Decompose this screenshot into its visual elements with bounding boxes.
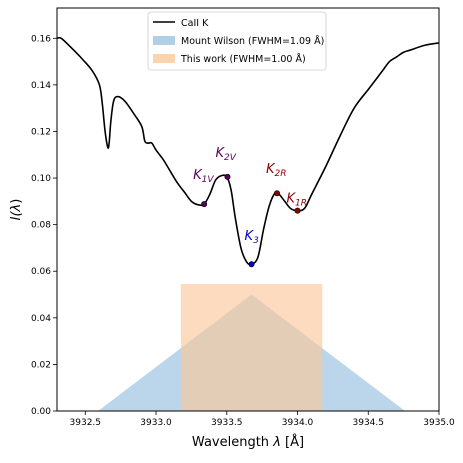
marker-k-3 (248, 261, 255, 268)
x-tick-label: 3935.0 (423, 418, 455, 428)
x-tick-label: 3934.5 (353, 418, 385, 428)
plot-frame (56, 7, 440, 412)
y-tick-label: 0.04 (31, 314, 51, 324)
legend: CaII K Mount Wilson (FWHM=1.09 Å) This w… (147, 11, 327, 71)
y-tick-label: 0.08 (31, 221, 51, 231)
marker-k-2v (224, 173, 231, 180)
filter-fills (98, 284, 406, 411)
y-tick-label: 0.14 (31, 81, 51, 91)
x-tick-label: 3933.0 (140, 418, 172, 428)
label-k-3: K3 (245, 229, 260, 246)
y-tick-label: 0.12 (31, 127, 51, 137)
label-k-2v: K2V (215, 146, 236, 163)
x-tick-label: 3934.0 (282, 418, 314, 428)
x-tick-label: 3933.5 (211, 418, 243, 428)
x-axis-label: Wavelength λ [Å] (192, 434, 304, 450)
point-markers (201, 173, 301, 268)
legend-swatch-this-work (153, 54, 175, 63)
label-k-1v: K1V (193, 168, 214, 185)
legend-label-mount-wilson: Mount Wilson (FWHM=1.09 Å) (181, 35, 324, 47)
marker-k-1v (201, 201, 208, 208)
y-tick-label: 0.10 (31, 174, 51, 184)
label-k-2r: K2R (266, 162, 287, 179)
marker-k-2r (274, 190, 281, 197)
x-axis-ticks: 3932.5 3933.0 3933.5 3934.0 3934.5 3935.0 (70, 411, 455, 428)
legend-box (147, 11, 327, 71)
y-tick-label: 0.00 (31, 407, 51, 417)
y-tick-label: 0.16 (31, 34, 51, 44)
x-tick-label: 3932.5 (70, 418, 102, 428)
legend-label-this-work: This work (FWHM=1.00 Å) (180, 53, 306, 65)
y-axis-label: I(λ) (9, 199, 24, 221)
label-k-1r: K1R (287, 192, 308, 209)
y-tick-label: 0.02 (31, 360, 51, 370)
legend-label-caii: CaII K (181, 18, 209, 29)
caii-k-line (56, 36, 440, 266)
marker-k-1r (294, 207, 301, 214)
legend-swatch-mount-wilson (153, 36, 175, 45)
y-tick-label: 0.06 (31, 267, 51, 277)
this-work-filter (180, 284, 323, 411)
y-axis-ticks: 0.00 0.02 0.04 0.06 0.08 0.10 0.12 0.14 0.16 (31, 34, 57, 417)
data-series (56, 36, 440, 266)
